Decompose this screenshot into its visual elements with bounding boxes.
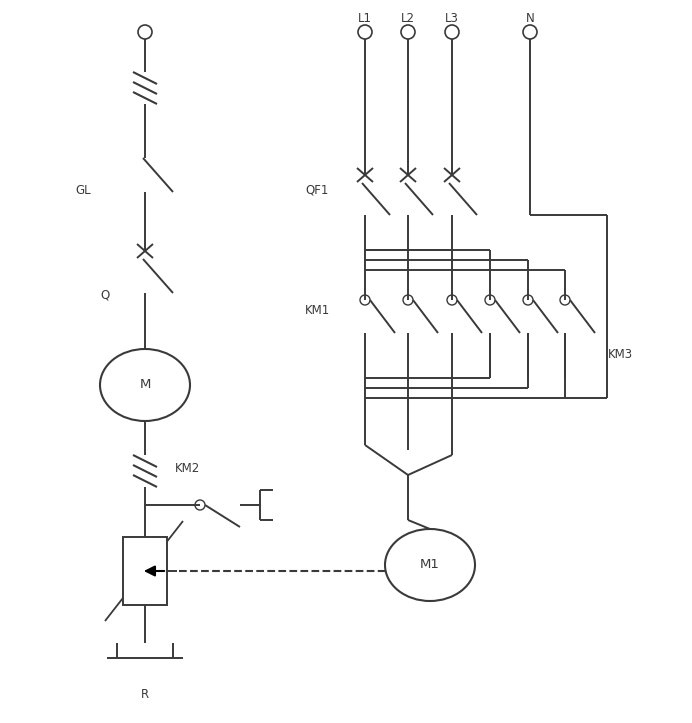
Text: Q: Q [100, 288, 109, 301]
Text: L2: L2 [401, 12, 415, 25]
Text: L1: L1 [358, 12, 372, 25]
Text: M1: M1 [420, 558, 440, 571]
Text: R: R [141, 688, 149, 701]
Text: KM1: KM1 [305, 304, 330, 317]
Ellipse shape [385, 529, 475, 601]
Text: KM3: KM3 [608, 348, 633, 362]
Text: QF1: QF1 [305, 184, 329, 197]
Text: L3: L3 [445, 12, 459, 25]
Text: M: M [139, 379, 151, 391]
Bar [123, 537, 167, 605]
Text: GL: GL [75, 184, 91, 197]
Text: KM2: KM2 [175, 461, 200, 474]
Text: N: N [526, 12, 534, 25]
